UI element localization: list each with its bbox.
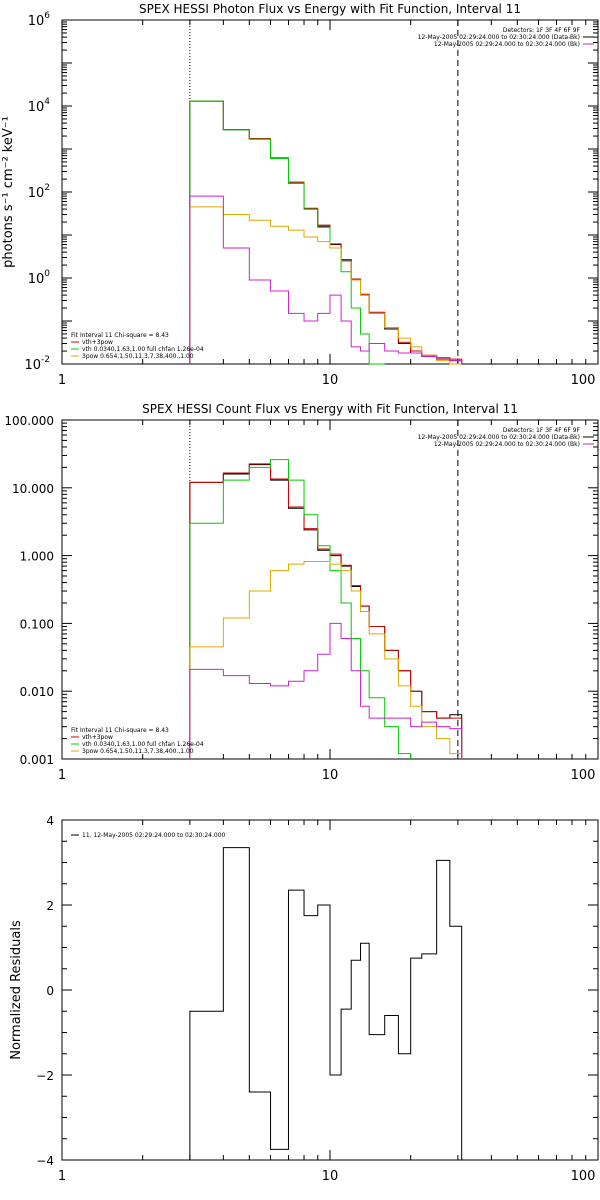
y-tick-label: 0 [46, 984, 54, 998]
legend-left-entry: 3pow 0.654,1.50,11.3,7.38,400.,1.00 [82, 748, 194, 755]
legend-right-entry: Detectors: 1F 3F 4F 6F 9F [503, 27, 581, 34]
series-0-line [189, 464, 463, 759]
series-0-line [189, 100, 463, 364]
y-axis-label: photons s⁻¹ cm⁻² keV⁻¹ [1, 116, 16, 268]
y-tick-label: 102 [28, 183, 50, 201]
y-tick-exponent: 6 [44, 11, 50, 21]
series-2-line [189, 100, 385, 365]
y-tick-label: −4 [36, 1154, 54, 1168]
legend-left-entry: vth 0.0340,1.63,1.00 full chfan 1.26e-04 [82, 741, 204, 748]
x-tick-label: 100 [571, 373, 596, 388]
plot-frame [61, 419, 599, 760]
x-tick-label: 10 [322, 768, 339, 783]
legend-right-entry: 12-May-2005 02:29:24.000 to 02:30:24.000… [434, 441, 580, 448]
legend-left-entry: Fit Interval 11 Chi-square = 8.43 [71, 727, 169, 734]
y-tick-label: 100 [28, 269, 51, 287]
legend-left-entry: vth+3pow [82, 339, 113, 346]
y-tick-base: 10 [24, 358, 41, 373]
legend-left-entry: Fit Interval 11 Chi-square = 8.43 [71, 332, 169, 339]
photon-flux-panel: SPEX HESSI Photon Flux vs Energy with Fi… [1, 2, 599, 388]
y-tick-label: −2 [36, 1069, 54, 1083]
y-tick-base: 10 [28, 272, 45, 287]
count-flux-panel: SPEX HESSI Count Flux vs Energy with Fit… [4, 402, 599, 783]
y-tick-exponent: 0 [44, 269, 50, 279]
x-tick-label: 10 [322, 1169, 339, 1184]
x-tick-label: 1 [58, 768, 66, 783]
series-3-line [189, 560, 463, 759]
legend-left-entry: vth 0.0340,1.63,1.00 full chfan 1.26e-04 [82, 346, 204, 353]
y-tick-base: 10 [28, 14, 45, 29]
y-tick-label: 2 [46, 899, 54, 913]
x-tick-label: 1 [58, 1169, 66, 1184]
legend-left-entry: 3pow 0.654,1.50,11.3,7.38,400.,1.00 [82, 353, 194, 360]
y-tick-base: 10 [28, 186, 45, 201]
legend-right-entry: 12-May-2005 02:29:24.000 to 02:30:24.000… [434, 41, 580, 48]
y-tick-exponent: 4 [44, 97, 50, 107]
y-tick-label: 104 [28, 97, 51, 115]
y-tick-label: 0.001 [20, 753, 54, 767]
y-tick-label: 106 [28, 11, 51, 29]
y-tick-base: 10 [28, 100, 45, 115]
y-tick-label: 0.100 [20, 617, 54, 631]
y-tick-label: 10-2 [24, 355, 50, 373]
chart-title: SPEX HESSI Photon Flux vs Energy with Fi… [139, 2, 521, 16]
y-axis-label: Normalized Residuals [9, 920, 24, 1060]
series-3-line [189, 206, 462, 365]
legend-right-entry: 12-May-2005 02:29:24.000 to 02:30:24.000… [418, 34, 580, 41]
series-4-line [189, 195, 463, 364]
legend-right-entry: 12-May-2005 02:29:24.000 to 02:30:24.000… [418, 434, 580, 441]
x-tick-label: 100 [571, 1169, 596, 1184]
chart-title: SPEX HESSI Count Flux vs Energy with Fit… [142, 402, 518, 416]
legend-left-entry: 11. 12-May-2005 02:29:24.000 to 02:30:24… [82, 832, 226, 839]
series-1-line [189, 100, 463, 364]
series-4-line [189, 622, 463, 759]
legend-right-entry: Detectors: 1F 3F 4F 6F 9F [503, 427, 581, 434]
y-tick-label: 100.000 [4, 414, 54, 428]
y-tick-label: 10.000 [12, 482, 54, 496]
y-tick-label: 4 [46, 814, 54, 828]
y-tick-label: 0.010 [20, 685, 54, 699]
y-tick-label: 1.000 [20, 550, 54, 564]
x-tick-label: 100 [571, 768, 596, 783]
series-1-line [189, 463, 463, 759]
residuals-panel: 1 10 100 −4 −2 0 2 4 Normalized Residuals 11. 12-… [9, 814, 599, 1184]
series-2-line [189, 459, 412, 759]
x-tick-label: 1 [58, 373, 66, 388]
legend-left-entry: vth+3pow [82, 734, 113, 741]
x-tick-label: 10 [322, 373, 339, 388]
y-tick-exponent: -2 [41, 355, 50, 365]
y-tick-exponent: 2 [44, 183, 50, 193]
series-0-line [189, 847, 463, 1160]
